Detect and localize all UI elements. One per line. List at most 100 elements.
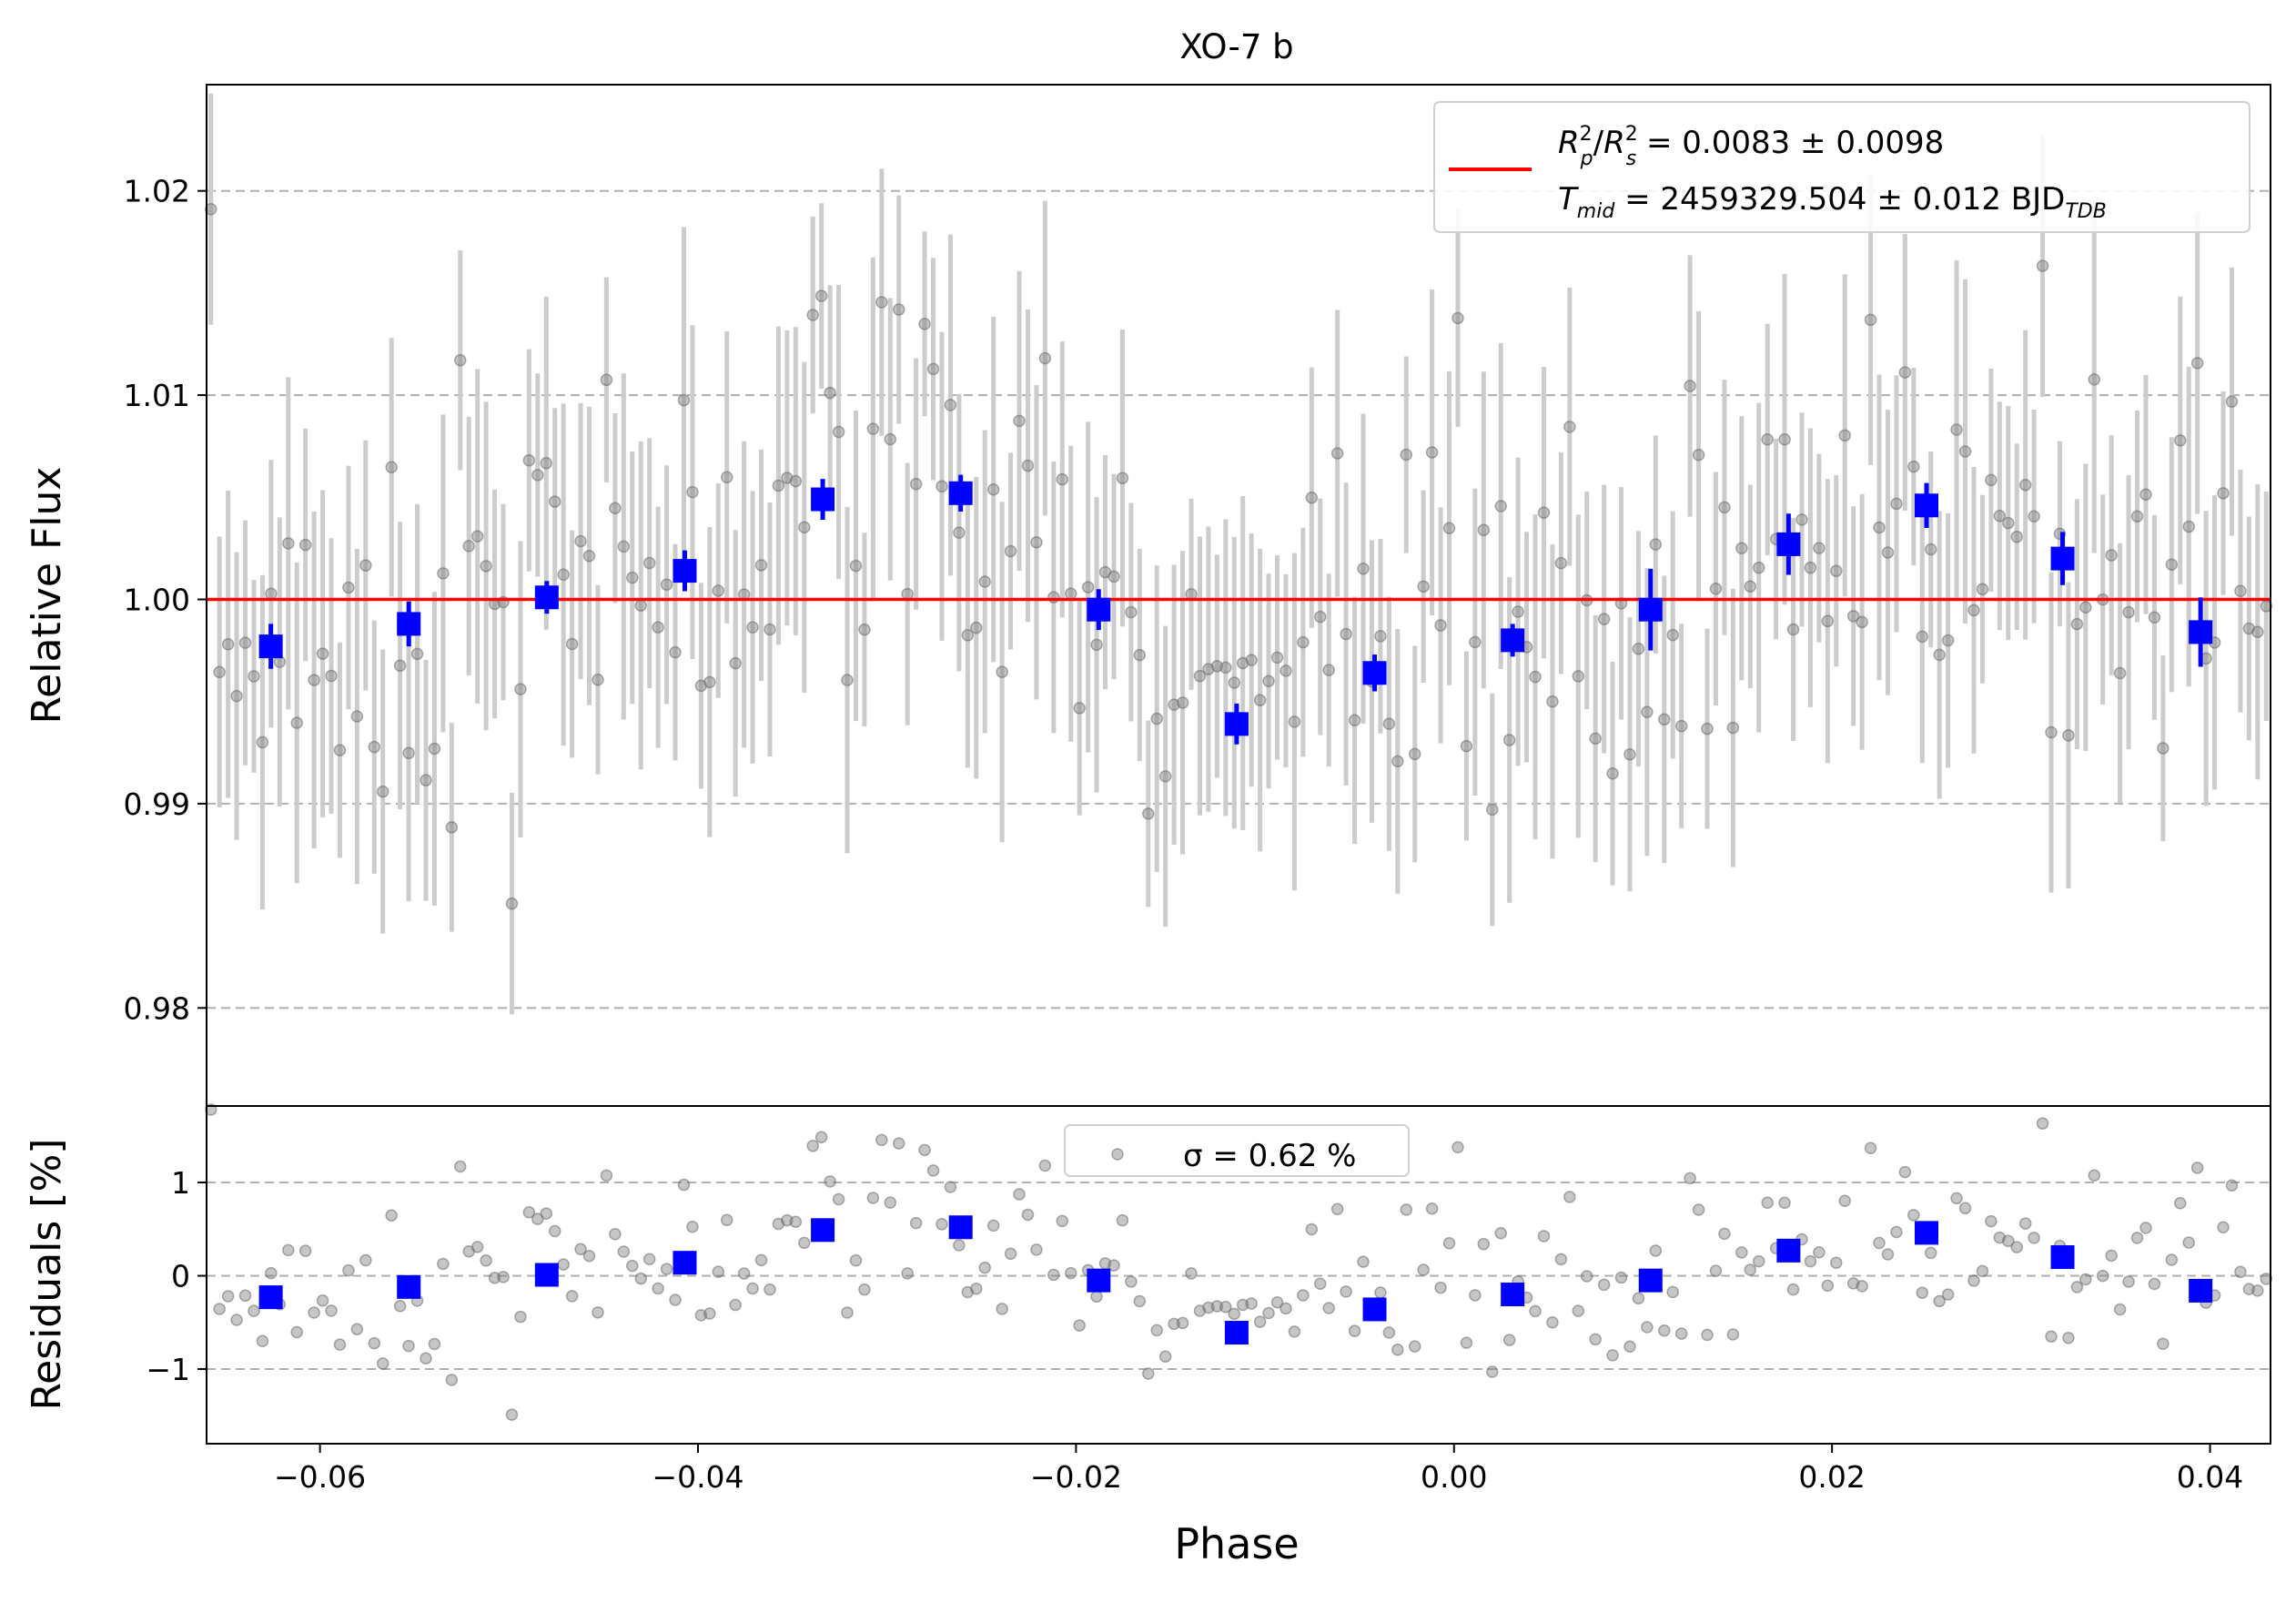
residual-data-point (1718, 1227, 1731, 1241)
residual-data-point (1185, 1267, 1198, 1280)
raw-data-point (2190, 357, 2204, 370)
residual-data-point (248, 1304, 260, 1317)
raw-data-point (996, 665, 1008, 678)
raw-data-point (410, 647, 424, 661)
raw-data-point (230, 689, 243, 703)
raw-data-point (1391, 755, 1404, 768)
raw-data-point (1330, 447, 1344, 460)
residual-data-point (368, 1336, 381, 1350)
residual-data-point (1116, 1213, 1129, 1227)
residual-data-point (703, 1307, 716, 1320)
residual-data-point (1064, 1266, 1077, 1280)
y-tick-label: 1 (171, 1165, 190, 1201)
residual-data-point (798, 1236, 811, 1250)
light-curve-raw-errorbars (208, 93, 2269, 1015)
residual-data-point (1976, 1264, 1989, 1278)
raw-data-point (592, 673, 604, 686)
residual-data-point (1813, 1246, 1826, 1259)
residual-data-point (2130, 1232, 2144, 1244)
raw-data-point (617, 540, 631, 553)
raw-data-point (1846, 610, 1860, 623)
binned-data-point (948, 481, 973, 505)
raw-data-point (454, 354, 467, 367)
residual-data-point (574, 1243, 587, 1256)
residual-data-point (926, 1164, 940, 1177)
raw-data-point (1262, 675, 1275, 688)
light-curve-panel: 0.98 0.99 1.00 1.01 1.02 Relative Flux R2 p/R… (24, 84, 2273, 1107)
residual-data-point (1322, 1302, 1335, 1314)
residual-data-point (1469, 1289, 1482, 1302)
residual-data-point (1502, 1334, 1516, 1346)
residual-data-point (1924, 1246, 1937, 1260)
raw-data-point (1666, 628, 1679, 642)
raw-data-point (2028, 510, 2040, 522)
binned-data-point (1776, 532, 1801, 556)
residual-data-point (712, 1265, 725, 1278)
raw-data-point (1408, 747, 1421, 761)
residual-data-point (454, 1160, 467, 1173)
residual-data-point (1374, 1286, 1387, 1299)
raw-data-point (978, 575, 991, 588)
residual-data-point (298, 1244, 312, 1257)
residual-data-point (2070, 1281, 2084, 1294)
residual-data-point (1589, 1333, 1602, 1346)
binned-residual-point (1362, 1297, 1387, 1322)
residual-data-point (1314, 1277, 1327, 1291)
residual-data-point (2234, 1265, 2247, 1279)
residual-data-point (918, 1143, 931, 1157)
residual-data-point (2182, 1236, 2195, 1249)
raw-data-point (522, 453, 536, 467)
raw-data-point (1021, 459, 1035, 472)
residual-data-point (2088, 1169, 2101, 1182)
light-curve-legend: R2 p/R2 s = 0.0083 ± 0.0098 Tmid = 2459329… (1433, 101, 2250, 233)
residual-data-point (1744, 1263, 1757, 1276)
residual-data-point (626, 1259, 639, 1273)
residual-data-point (764, 1283, 776, 1296)
raw-data-point (660, 578, 673, 592)
residual-data-point (1348, 1324, 1361, 1337)
binned-residual-point (673, 1251, 697, 1275)
raw-data-point (772, 479, 785, 492)
raw-data-point (1193, 669, 1207, 683)
raw-data-point (1718, 501, 1731, 514)
residual-data-point (729, 1298, 742, 1312)
residual-data-point (1649, 1244, 1663, 1257)
residuals-panel: −1 0 1 −0.06 −0.04 −0.02 0.00 0.02 0.04 Residua… (24, 1103, 2273, 1568)
binned-residual-point (811, 1218, 835, 1243)
raw-data-point (1013, 414, 1026, 428)
residual-data-point (1168, 1317, 1180, 1331)
raw-data-point (548, 495, 561, 508)
raw-data-point (634, 599, 647, 612)
residual-data-point (1340, 1285, 1352, 1298)
raw-data-point (1976, 583, 1989, 596)
raw-data-point (849, 559, 863, 573)
residual-data-point (333, 1338, 347, 1351)
residual-data-point (1142, 1367, 1155, 1380)
residual-data-point (1262, 1306, 1275, 1320)
raw-data-point (2010, 530, 2023, 543)
residual-data-point (1425, 1202, 1439, 1215)
x-tick-label: 0.02 (1798, 1459, 1865, 1495)
residual-data-point (875, 1133, 888, 1147)
residual-data-point (1030, 1243, 1043, 1256)
residual-data-point (2225, 1179, 2239, 1192)
residual-data-point (660, 1263, 673, 1275)
residual-data-point (557, 1258, 570, 1271)
residual-data-point (2045, 1330, 2058, 1343)
raw-data-point (1270, 651, 1284, 665)
residual-data-point (1391, 1344, 1404, 1356)
residual-data-point (238, 1289, 252, 1303)
raw-data-point (1253, 694, 1267, 706)
residual-data-point (1985, 1214, 1998, 1228)
raw-data-point (1133, 648, 1147, 662)
residual-data-point (592, 1306, 604, 1319)
binned-residual-point (1776, 1238, 1801, 1263)
raw-data-point (582, 550, 596, 563)
raw-data-point (1219, 661, 1232, 675)
residual-data-point (1400, 1203, 1413, 1216)
raw-data-point (1993, 510, 2007, 522)
raw-data-point (884, 432, 897, 446)
raw-data-point (1821, 614, 1835, 628)
residual-data-point (609, 1228, 622, 1241)
binned-residual-point (2050, 1245, 2075, 1270)
